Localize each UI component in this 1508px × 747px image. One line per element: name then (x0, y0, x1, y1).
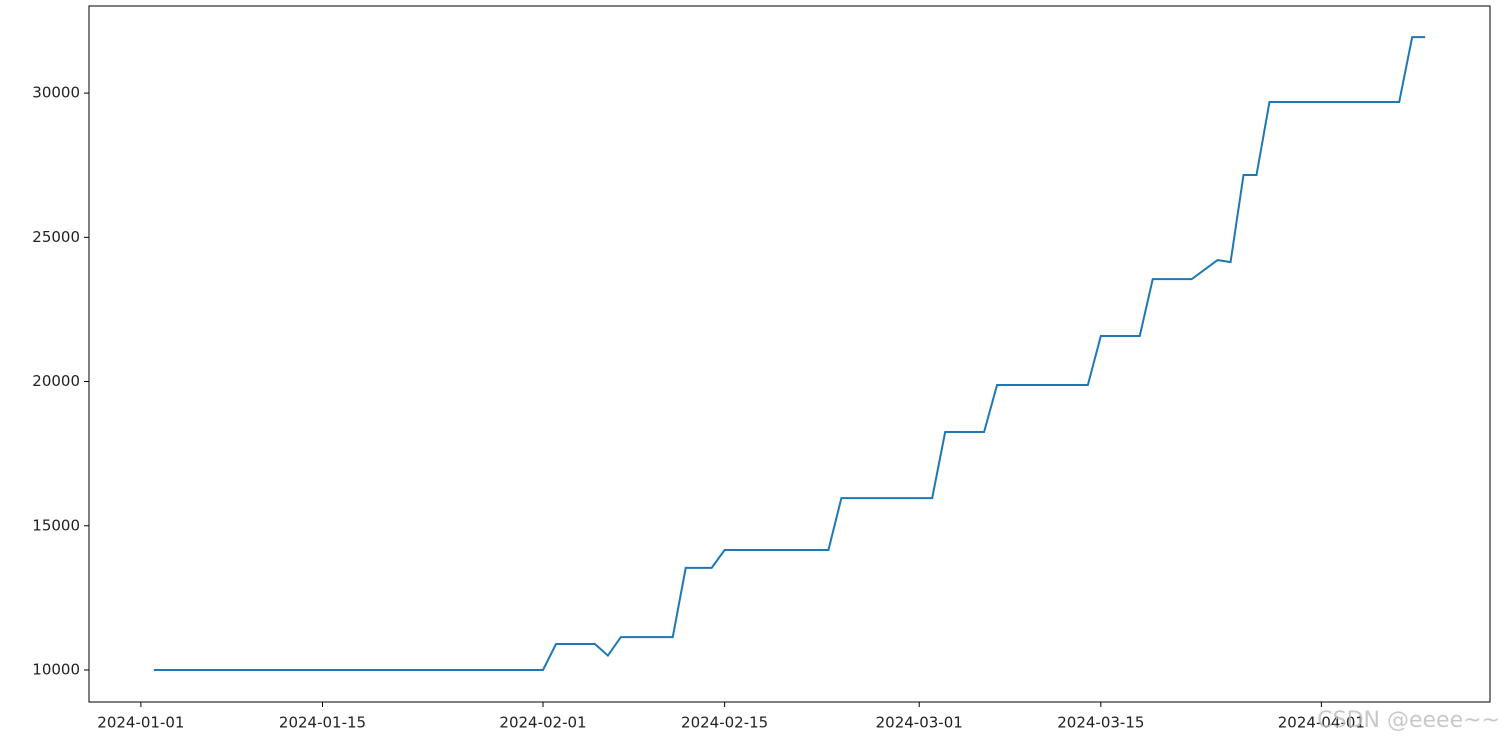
x-tick-label: 2024-01-15 (279, 714, 366, 732)
y-tick-label: 25000 (32, 228, 80, 246)
y-tick-label: 20000 (32, 372, 80, 390)
data-line (153, 36, 1426, 671)
y-tick-label: 15000 (32, 516, 80, 534)
y-tick-label: 10000 (32, 660, 80, 678)
x-tick-label: 2024-03-01 (876, 714, 963, 732)
y-tick-label: 30000 (32, 84, 80, 102)
watermark: CSDN @eeee~~ (1317, 708, 1500, 733)
x-tick-label: 2024-03-15 (1057, 714, 1144, 732)
x-tick-label: 2024-01-01 (97, 714, 184, 732)
x-tick-label: 2024-04-01 (1278, 714, 1365, 732)
x-tick-label: 2024-02-15 (681, 714, 768, 732)
plot-frame (88, 5, 1491, 703)
x-tick-label: 2024-02-01 (499, 714, 586, 732)
